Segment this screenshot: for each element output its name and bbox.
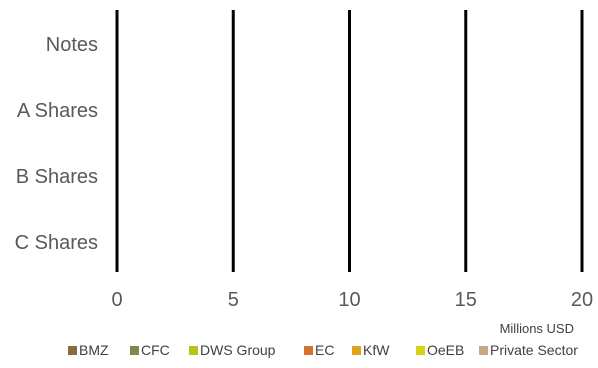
legend-item: CFC <box>130 342 170 358</box>
x-tick-label: 0 <box>111 289 122 311</box>
gridlines <box>115 10 584 272</box>
category-labels: Notes A Shares B Shares C Shares <box>15 34 98 254</box>
x-tick-label: 10 <box>338 289 360 311</box>
x-tick-labels: 0 5 10 15 20 <box>111 289 593 311</box>
legend-label: KfW <box>363 342 390 358</box>
legend-swatch <box>130 346 139 355</box>
legend-item: BMZ <box>68 342 109 358</box>
legend: BMZ CFC DWS Group EC KfW OeEB Private Sector <box>68 342 578 358</box>
legend-label: Private Sector <box>490 342 578 358</box>
x-unit-label: Millions USD <box>500 321 574 336</box>
legend-label: CFC <box>141 342 170 358</box>
legend-label: DWS Group <box>200 342 276 358</box>
legend-item: KfW <box>352 342 390 358</box>
x-tick-label: 5 <box>228 289 239 311</box>
legend-label: OeEB <box>427 342 464 358</box>
legend-item: OeEB <box>416 342 464 358</box>
legend-item: EC <box>304 342 334 358</box>
legend-label: BMZ <box>79 342 109 358</box>
legend-item: DWS Group <box>189 342 276 358</box>
legend-swatch <box>352 346 361 355</box>
legend-swatch <box>189 346 198 355</box>
x-tick-label: 20 <box>571 289 593 311</box>
legend-swatch <box>416 346 425 355</box>
legend-swatch <box>479 346 488 355</box>
category-label: C Shares <box>15 232 98 254</box>
x-tick-label: 15 <box>455 289 477 311</box>
category-label: Notes <box>46 34 98 56</box>
legend-item: Private Sector <box>479 342 578 358</box>
legend-swatch <box>68 346 77 355</box>
category-label: A Shares <box>17 100 98 122</box>
category-label: B Shares <box>16 166 98 188</box>
legend-swatch <box>304 346 313 355</box>
legend-label: EC <box>315 342 334 358</box>
